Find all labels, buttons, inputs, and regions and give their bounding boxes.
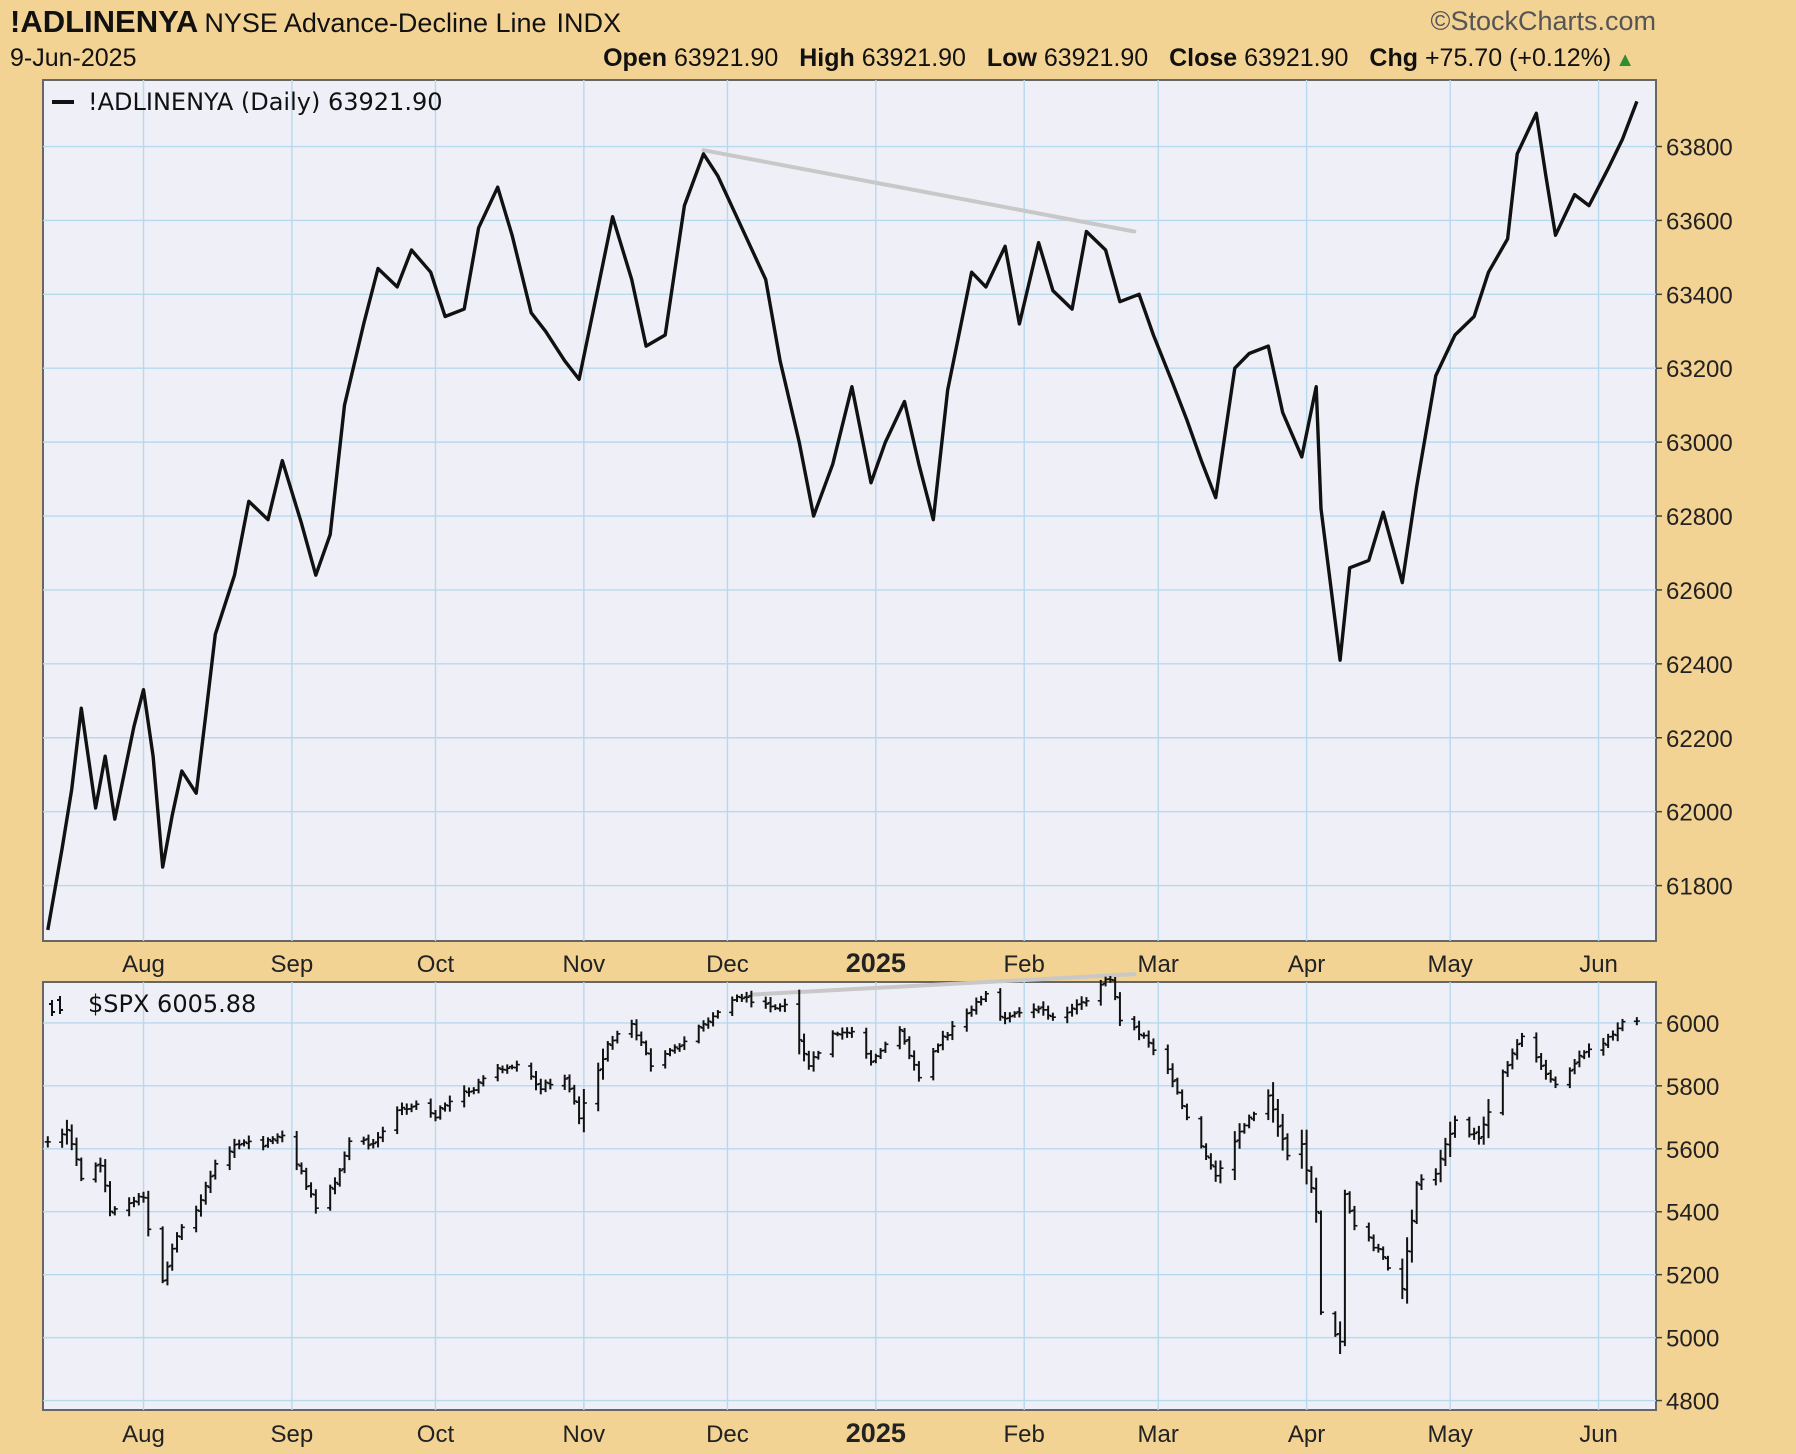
ohlc-values: Open 63921.90 High 63921.90 Low 63921.90…: [589, 44, 1635, 73]
x-tick-label: Sep: [271, 1421, 314, 1448]
high-value: 63921.90: [861, 44, 966, 72]
change-label: Chg: [1369, 44, 1418, 72]
legend-spx: $SPX 6005.88: [88, 990, 256, 1018]
y-tick-label: 63600: [1666, 208, 1733, 235]
y-tick-label: 4800: [1666, 1389, 1719, 1416]
y-tick-label: 5600: [1666, 1137, 1719, 1164]
x-tick-label: Mar: [1138, 1421, 1179, 1448]
y-tick-label: 62400: [1666, 652, 1733, 679]
low-value: 63921.90: [1043, 44, 1149, 72]
panel-2-background: [42, 981, 1657, 1411]
close-value: 63921.90: [1244, 44, 1349, 72]
up-arrow-icon: ▲: [1615, 49, 1635, 71]
y-tick-label: 5000: [1666, 1326, 1719, 1353]
x-tick-label: Apr: [1288, 951, 1325, 978]
low-label: Low: [986, 44, 1037, 72]
adline-series-line: [46, 100, 1639, 931]
quote-date: 9-Jun-2025: [10, 44, 137, 72]
symbol-type: INDX: [556, 8, 622, 38]
x-tick-label: Oct: [417, 1421, 455, 1448]
x-tick-label: Mar: [1138, 951, 1179, 978]
x-tick-label: Feb: [1004, 951, 1045, 978]
legend-ohlc-icon: [49, 996, 63, 1016]
x-tick-label: Oct: [417, 951, 455, 978]
y-tick-label: 62000: [1666, 800, 1733, 827]
x-tick-label: Nov: [563, 1421, 606, 1448]
y-tick-label: 63400: [1666, 282, 1733, 309]
x-tick-label: Feb: [1004, 1421, 1045, 1448]
x-tick-label: Aug: [122, 1421, 165, 1448]
y-tick-label: 62800: [1666, 504, 1733, 531]
y-tick-label: 5400: [1666, 1200, 1719, 1227]
y-tick-label: 63000: [1666, 430, 1733, 457]
panel-1-background: [42, 79, 1657, 942]
x-tick-label: 2025: [846, 948, 906, 978]
y-tick-label: 5200: [1666, 1263, 1719, 1290]
x-tick-label: Apr: [1288, 1421, 1325, 1448]
symbol: !ADLINENYA: [10, 4, 199, 39]
y-tick-label: 63800: [1666, 135, 1733, 162]
description: NYSE Advance-Decline Line: [204, 8, 547, 38]
chart-title-row: !ADLINENYA NYSE Advance-Decline Line INDX: [10, 4, 621, 42]
y-tick-label: 62200: [1666, 726, 1733, 753]
legend-adline: !ADLINENYA (Daily) 63921.90: [88, 88, 442, 116]
y-tick-label: 5800: [1666, 1074, 1719, 1101]
x-tick-label: 2025: [846, 1418, 906, 1448]
high-label: High: [799, 44, 855, 72]
x-tick-label: Dec: [706, 1421, 749, 1448]
x-tick-label: May: [1428, 951, 1473, 978]
brand-watermark: ©StockCharts.com: [1430, 6, 1656, 36]
y-tick-label: 62600: [1666, 578, 1733, 605]
x-tick-label: Nov: [563, 951, 606, 978]
x-tick-label: Sep: [271, 951, 314, 978]
y-tick-label: 61800: [1666, 874, 1733, 901]
y-tick-label: 63200: [1666, 356, 1733, 383]
x-tick-label: May: [1428, 1421, 1473, 1448]
open-value: 63921.90: [673, 44, 779, 72]
change-value: +75.70 (+0.12%): [1424, 44, 1612, 72]
x-tick-label: Jun: [1579, 951, 1618, 978]
x-tick-label: Jun: [1579, 1421, 1618, 1448]
y-tick-label: 6000: [1666, 1011, 1719, 1038]
open-label: Open: [603, 44, 667, 72]
close-label: Close: [1169, 44, 1238, 72]
trendline: [701, 148, 1137, 234]
trendline: [749, 972, 1137, 997]
x-tick-label: Dec: [706, 951, 749, 978]
x-tick-label: Aug: [122, 951, 165, 978]
